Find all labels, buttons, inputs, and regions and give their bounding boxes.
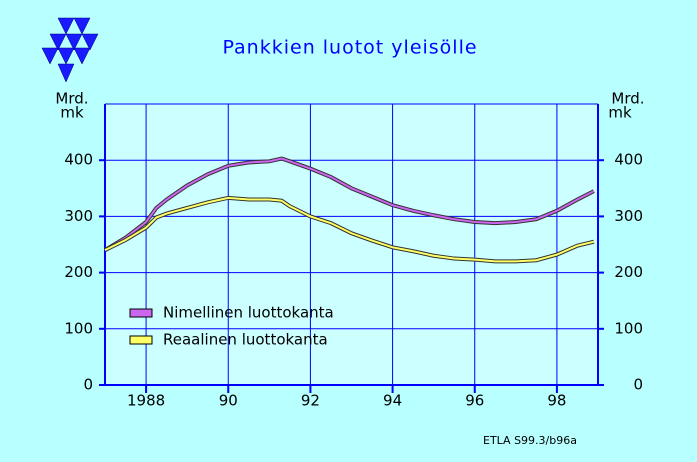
x-tick-label: 98 — [547, 392, 566, 410]
legend-swatch — [129, 335, 153, 345]
x-tick-label: 90 — [219, 392, 238, 410]
legend-label: Reaalinen luottokanta — [163, 331, 328, 349]
x-tick-label: 92 — [301, 392, 320, 410]
y2-tick-label: 100 — [614, 319, 643, 337]
legend-swatch — [129, 308, 153, 318]
y-tick-label: 200 — [64, 263, 93, 281]
y-label: Mrd. — [55, 90, 88, 108]
series-line — [104, 157, 595, 251]
y-tick-label: 300 — [64, 207, 93, 225]
y2-label: Mrd. — [611, 90, 644, 108]
y-label: mk — [60, 104, 84, 122]
y-tick-label: 100 — [64, 319, 93, 337]
y2-tick-label: 0 — [633, 376, 643, 394]
y2-tick-label: 300 — [614, 207, 643, 225]
plot-area — [105, 104, 598, 385]
legend-label: Nimellinen luottokanta — [163, 304, 334, 322]
y2-tick-label: 200 — [614, 263, 643, 281]
series-line — [104, 196, 595, 263]
y2-label: mk — [608, 104, 632, 122]
logo — [41, 17, 99, 83]
chart-title: Pankkien luotot yleisölle — [222, 37, 477, 59]
source-note: ETLA S99.3/b96a — [483, 434, 577, 447]
x-tick-label: 96 — [465, 392, 484, 410]
x-tick-label: 94 — [383, 392, 402, 410]
y-tick-label: 0 — [83, 376, 93, 394]
x-tick-label: 1988 — [127, 392, 165, 410]
y2-tick-label: 400 — [614, 151, 643, 169]
y-tick-label: 400 — [64, 151, 93, 169]
